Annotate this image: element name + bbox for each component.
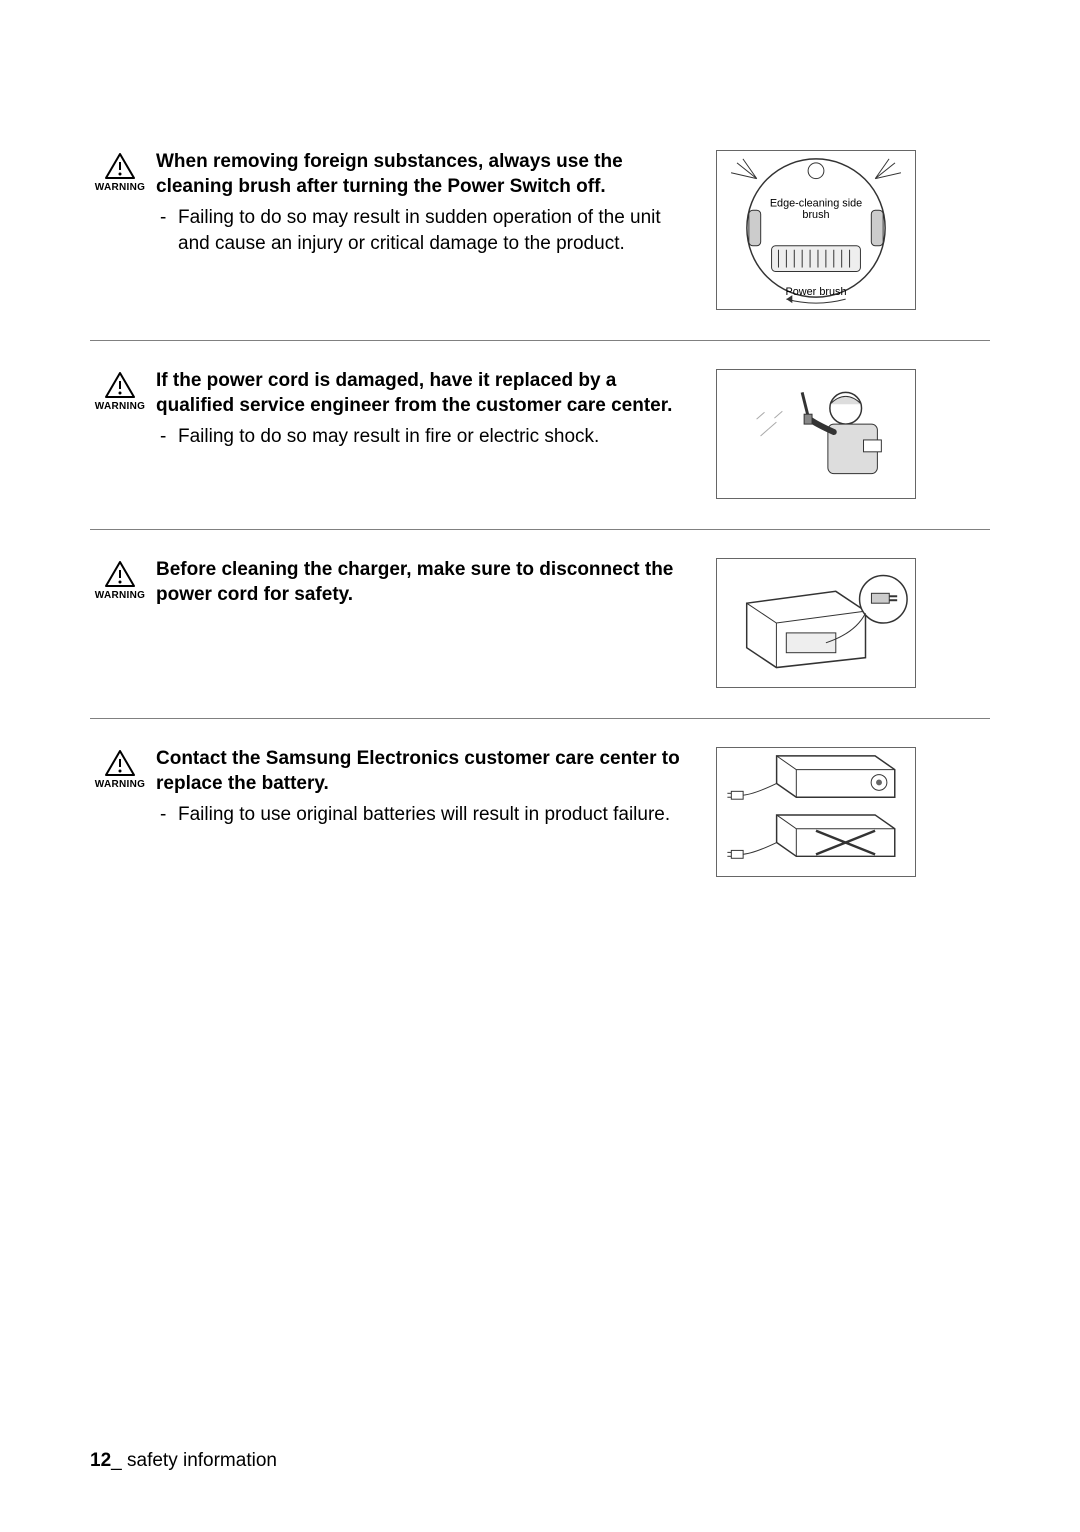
figure-label-edge-brush: Edge-cleaning side [770, 197, 862, 209]
warning-label: WARNING [95, 779, 145, 790]
warning-label: WARNING [95, 401, 145, 412]
warning-triangle-icon [104, 560, 136, 588]
footer-separator: _ [111, 1450, 122, 1471]
section-bullets: Failing to use original batteries will r… [156, 802, 696, 828]
section-heading: Contact the Samsung Electronics customer… [156, 747, 696, 796]
figure-label-power-brush: Power brush [786, 286, 847, 298]
warning-badge: WARNING [90, 369, 150, 412]
warning-triangle-icon [104, 152, 136, 180]
section-text: If the power cord is damaged, have it re… [156, 369, 716, 454]
section-bullets: Failing to do so may result in fire or e… [156, 424, 696, 450]
section-bullets: Failing to do so may result in sudden op… [156, 205, 696, 256]
warning-section-power-cord: WARNING If the power cord is damaged, ha… [90, 369, 990, 530]
page-number: 12 [90, 1450, 111, 1471]
section-heading: Before cleaning the charger, make sure t… [156, 558, 696, 607]
svg-text:brush: brush [802, 209, 829, 221]
warning-badge: WARNING [90, 558, 150, 601]
warning-badge: WARNING [90, 150, 150, 193]
warning-triangle-icon [104, 749, 136, 777]
warning-badge: WARNING [90, 747, 150, 790]
warning-section-cleaning-brush: WARNING When removing foreign substances… [90, 150, 990, 341]
figure-service-engineer [716, 369, 916, 499]
page-footer: 12_ safety information [90, 1450, 277, 1472]
warning-label: WARNING [95, 182, 145, 193]
figure-robot-underside: Edge-cleaning side brush Power brush [716, 150, 916, 310]
section-text: Contact the Samsung Electronics customer… [156, 747, 716, 832]
section-heading: If the power cord is damaged, have it re… [156, 369, 696, 418]
footer-section-title: safety information [127, 1450, 277, 1471]
warning-triangle-icon [104, 371, 136, 399]
figure-battery-compare [716, 747, 916, 877]
bullet-item: Failing to use original batteries will r… [178, 802, 696, 828]
section-heading: When removing foreign substances, always… [156, 150, 696, 199]
page: WARNING When removing foreign substances… [0, 0, 1080, 1532]
figure-charger-unplug [716, 558, 916, 688]
warning-section-battery: WARNING Contact the Samsung Electronics … [90, 747, 990, 907]
section-text: When removing foreign substances, always… [156, 150, 716, 261]
warning-label: WARNING [95, 590, 145, 601]
warning-section-disconnect: WARNING Before cleaning the charger, mak… [90, 558, 990, 719]
bullet-item: Failing to do so may result in sudden op… [178, 205, 696, 256]
bullet-item: Failing to do so may result in fire or e… [178, 424, 696, 450]
section-text: Before cleaning the charger, make sure t… [156, 558, 716, 613]
